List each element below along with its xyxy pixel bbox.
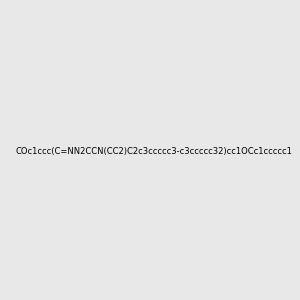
Text: COc1ccc(C=NN2CCN(CC2)C2c3ccccc3-c3ccccc32)cc1OCc1ccccc1: COc1ccc(C=NN2CCN(CC2)C2c3ccccc3-c3ccccc3… <box>15 147 292 156</box>
